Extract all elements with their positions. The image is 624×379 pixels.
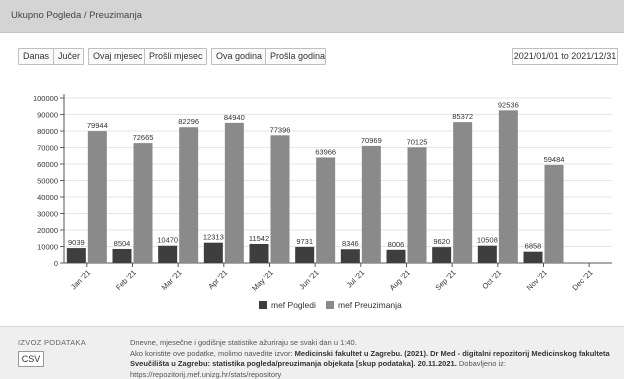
bar-preuzimanja: [316, 157, 336, 263]
data-label: 70969: [361, 136, 382, 145]
data-label: 8504: [114, 239, 131, 248]
bar-pogledi: [523, 251, 543, 263]
today-button[interactable]: Danas: [18, 48, 54, 65]
y-tick-label: 40000: [37, 193, 58, 202]
y-tick-label: 80000: [37, 127, 58, 136]
data-label: 9039: [68, 238, 85, 247]
legend-label-pogledi: mef Pogledi: [271, 300, 316, 310]
data-label: 8346: [342, 239, 359, 248]
x-tick-label: May '21: [250, 268, 275, 293]
legend-swatch-preuzimanja: [326, 301, 334, 309]
data-label: 84940: [224, 113, 245, 122]
data-label: 59484: [544, 155, 565, 164]
data-label: 72665: [133, 133, 154, 142]
bar-pogledi: [432, 247, 452, 263]
last-year-button[interactable]: Prošla godina: [265, 48, 326, 65]
data-label: 6858: [525, 242, 542, 251]
y-tick-label: 10000: [37, 243, 58, 252]
bar-preuzimanja: [224, 122, 244, 263]
panel-title: Ukupno Pogleda / Preuzimanja: [11, 10, 142, 21]
bar-chart: 0 10000 20000 30000 40000 50000 60000 70000 8000…: [33, 94, 612, 310]
bar-preuzimanja: [179, 127, 199, 263]
legend-swatch-pogledi: [259, 301, 267, 309]
x-tick-label: Apr '21: [206, 268, 229, 291]
csv-export-button[interactable]: CSV: [18, 351, 44, 367]
footer: IZVOZ PODATAKA CSV Dnevne, mjesečne i go…: [0, 326, 624, 379]
x-tick-label: Nov '21: [525, 268, 549, 292]
bar-pogledi: [203, 242, 223, 263]
data-label: 82296: [178, 117, 199, 126]
date-range-picker[interactable]: 2021/01/01 to 2021/12/31: [512, 48, 618, 65]
this-month-button[interactable]: Ovaj mjesec: [88, 48, 145, 65]
data-label: 11542: [249, 234, 269, 243]
data-label: 8006: [388, 240, 405, 249]
bar-pogledi: [66, 248, 86, 263]
y-tick-label: 50000: [37, 177, 58, 186]
data-label: 10470: [157, 236, 178, 245]
y-tick-label: 100000: [33, 94, 58, 103]
y-tick-label: 60000: [37, 160, 58, 169]
legend-label-preuzimanja: mef Preuzimanja: [338, 300, 402, 310]
x-tick-label: Mar '21: [160, 268, 184, 292]
bar-preuzimanja: [361, 145, 381, 263]
bar-preuzimanja: [87, 131, 107, 263]
data-label: 10508: [477, 236, 498, 245]
citation-line-1: Ako koristite ove podatke, molimo navedi…: [130, 348, 610, 358]
y-tick-label: 30000: [37, 210, 58, 219]
x-tick-label: Sep '21: [433, 268, 457, 292]
yesterday-button[interactable]: Jučer: [53, 48, 84, 65]
bar-preuzimanja: [498, 110, 518, 263]
bar-pogledi: [340, 249, 360, 263]
data-label: 85372: [452, 112, 473, 121]
data-label: 92536: [498, 100, 519, 109]
data-label: 12313: [203, 233, 224, 242]
last-month-button[interactable]: Prošli mjesec: [144, 48, 207, 65]
x-tick-label: Jun '21: [297, 268, 320, 291]
bar-pogledi: [386, 249, 406, 263]
data-label: 9731: [296, 237, 313, 246]
update-note: Dnevne, mjesečne i godišnje statistike a…: [130, 338, 357, 347]
bar-preuzimanja: [453, 122, 473, 263]
bar-preuzimanja: [544, 164, 564, 263]
x-tick-label: Jan '21: [69, 268, 92, 291]
bar-pogledi: [249, 243, 269, 263]
this-year-button[interactable]: Ova godina: [211, 48, 266, 65]
data-label: 9620: [433, 237, 450, 246]
y-tick-label: 20000: [37, 226, 58, 235]
bar-preuzimanja: [133, 143, 153, 263]
x-tick-label: Aug '21: [388, 268, 412, 292]
bar-preuzimanja: [407, 147, 427, 263]
x-tick-label: Oct '21: [480, 268, 503, 291]
repository-link[interactable]: https://repozitorij.mef.unizg.hr/stats/r…: [130, 369, 282, 379]
bar-pogledi: [295, 246, 315, 263]
export-label: IZVOZ PODATAKA: [18, 338, 87, 347]
bar-preuzimanja: [270, 135, 290, 263]
citation-line-2: Sveučilišta u Zagrebu: statistika pogled…: [130, 359, 506, 368]
x-tick-label: Dec '21: [570, 268, 594, 292]
data-label: 77396: [270, 125, 291, 134]
panel-header: Ukupno Pogleda / Preuzimanja: [0, 0, 624, 33]
bar-pogledi: [112, 248, 132, 263]
bar-pogledi: [158, 245, 178, 263]
data-label: 70125: [407, 137, 428, 146]
y-tick-label: 70000: [37, 144, 58, 153]
bar-pogledi: [477, 245, 497, 263]
data-label: 63966: [315, 147, 336, 156]
y-tick-label: 90000: [37, 111, 58, 120]
citation-info: Dnevne, mjesečne i godišnje statistike a…: [130, 338, 620, 379]
x-tick-label: Feb '21: [114, 268, 138, 292]
data-label: 79944: [87, 121, 108, 130]
x-tick-label: Jul '21: [345, 268, 367, 290]
y-tick-label: 0: [54, 259, 58, 268]
